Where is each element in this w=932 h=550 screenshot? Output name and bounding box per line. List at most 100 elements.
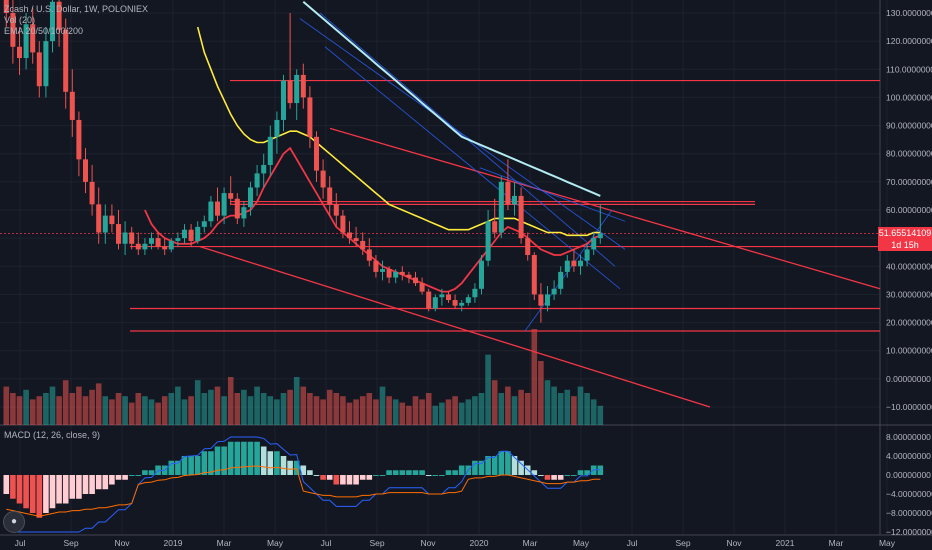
volume-bar (313, 396, 320, 425)
price-tick-label: 20.00000000 (886, 318, 932, 328)
macd-histogram-bar (293, 460, 300, 475)
candle-body (208, 201, 214, 222)
macd-histogram-bar (551, 475, 557, 480)
macd-histogram-bar (76, 475, 82, 499)
candle-body (445, 294, 452, 301)
candle-body (353, 238, 359, 241)
time-tick-label: May (573, 538, 590, 548)
symbol-legend[interactable]: Zcash / U.S. Dollar, 1W, POLONIEX (4, 4, 149, 14)
macd-histogram-bar (379, 475, 386, 476)
candle-body (307, 97, 313, 137)
volume-bar (406, 405, 412, 425)
macd-histogram-bar (148, 470, 155, 475)
macd-histogram-bar (498, 451, 505, 475)
macd-histogram-bar (194, 456, 201, 475)
macd-histogram-bar (3, 475, 10, 494)
macd-histogram-bar (128, 475, 135, 476)
candle-body (3, 0, 9, 13)
macd-tick-label: −8.00000000 (886, 508, 932, 518)
trendline-support[interactable] (199, 245, 711, 408)
macd-histogram-bar (188, 456, 194, 475)
last-price-tag: 51.65514109 (878, 227, 932, 239)
tradingview-logo-icon[interactable]: ● (3, 511, 25, 533)
trendline-blue[interactable] (299, 18, 626, 250)
trendline-resistance[interactable] (329, 127, 881, 290)
time-tick-label: 2020 (470, 538, 489, 548)
candle-body (399, 271, 405, 275)
macd-histogram-bar (386, 470, 392, 475)
macd-histogram-bar (43, 475, 49, 513)
time-tick-label: Mar (523, 538, 538, 548)
volume-bar (43, 393, 49, 425)
macd-histogram-bar (373, 475, 379, 476)
macd-histogram-bar (16, 475, 23, 504)
candle-body (16, 46, 23, 59)
volume-bar (392, 399, 399, 425)
volume-bar (267, 396, 274, 425)
candle-body (102, 215, 108, 233)
macd-histogram-bar (82, 475, 89, 494)
volume-bar (491, 380, 498, 425)
macd-histogram-bar (531, 470, 538, 475)
candle-body (426, 291, 432, 309)
macd-histogram-bar (452, 470, 458, 475)
volume-bar (161, 396, 168, 425)
volume-bar (359, 396, 366, 425)
trendline-blue[interactable] (479, 167, 626, 222)
volume-legend[interactable]: Vol (20) (4, 15, 36, 25)
volume-bar (590, 399, 597, 425)
macd-legend[interactable]: MACD (12, 26, close, 9) (4, 430, 101, 440)
volume-bar (564, 389, 571, 425)
volume-bar (274, 399, 280, 425)
macd-histogram-bar (419, 470, 425, 475)
time-tick-label: 2021 (776, 538, 795, 548)
volume-bar (511, 396, 518, 425)
volume-bar (109, 399, 115, 425)
volume-bar (538, 361, 544, 425)
macd-tick-label: 4.00000000 (886, 451, 931, 461)
trendline-blue[interactable] (324, 46, 621, 290)
candle-body (327, 187, 333, 205)
volume-bar (76, 386, 82, 425)
macd-histogram-bar (214, 446, 221, 475)
macd-histogram-bar (518, 460, 524, 475)
volume-bar (373, 399, 379, 425)
volume-bar (188, 396, 194, 425)
candle-body (373, 260, 379, 272)
candle-body (564, 260, 570, 272)
candle-body (228, 193, 234, 199)
candle-body (531, 255, 537, 295)
price-tick-label: 90.00000000 (886, 121, 932, 131)
ema-legend[interactable]: EMA 20/50/100/200 (4, 26, 84, 36)
volume-bar (208, 389, 214, 425)
macd-tick-label: −12.00000000 (886, 527, 932, 537)
volume-bar (478, 393, 485, 425)
macd-histogram-bar (472, 460, 478, 475)
volume-bar (485, 354, 491, 425)
volume-bar (353, 399, 359, 425)
volume-bar (346, 402, 353, 425)
macd-histogram-bar (425, 475, 432, 476)
signal-line (6, 465, 601, 517)
volume-bar (452, 396, 458, 425)
volume-bar (280, 393, 287, 425)
macd-histogram-bar (538, 475, 544, 476)
candle-body (162, 246, 168, 250)
macd-histogram-bar (56, 475, 62, 504)
macd-histogram-bar (10, 475, 16, 499)
volume-bar (29, 399, 36, 425)
volume-bar (234, 393, 241, 425)
candle-body (511, 195, 518, 205)
volume-bar (340, 396, 346, 425)
volume-bar (16, 396, 23, 425)
macd-tick-label: −4.00000000 (886, 489, 932, 499)
candle-body (432, 297, 438, 309)
volume-bar (175, 386, 181, 425)
candle-body (76, 119, 82, 160)
candle-body (459, 302, 465, 306)
candle-body (584, 249, 590, 261)
candle-body (214, 201, 221, 216)
candle-body (30, 24, 36, 53)
candle-body (465, 297, 471, 303)
